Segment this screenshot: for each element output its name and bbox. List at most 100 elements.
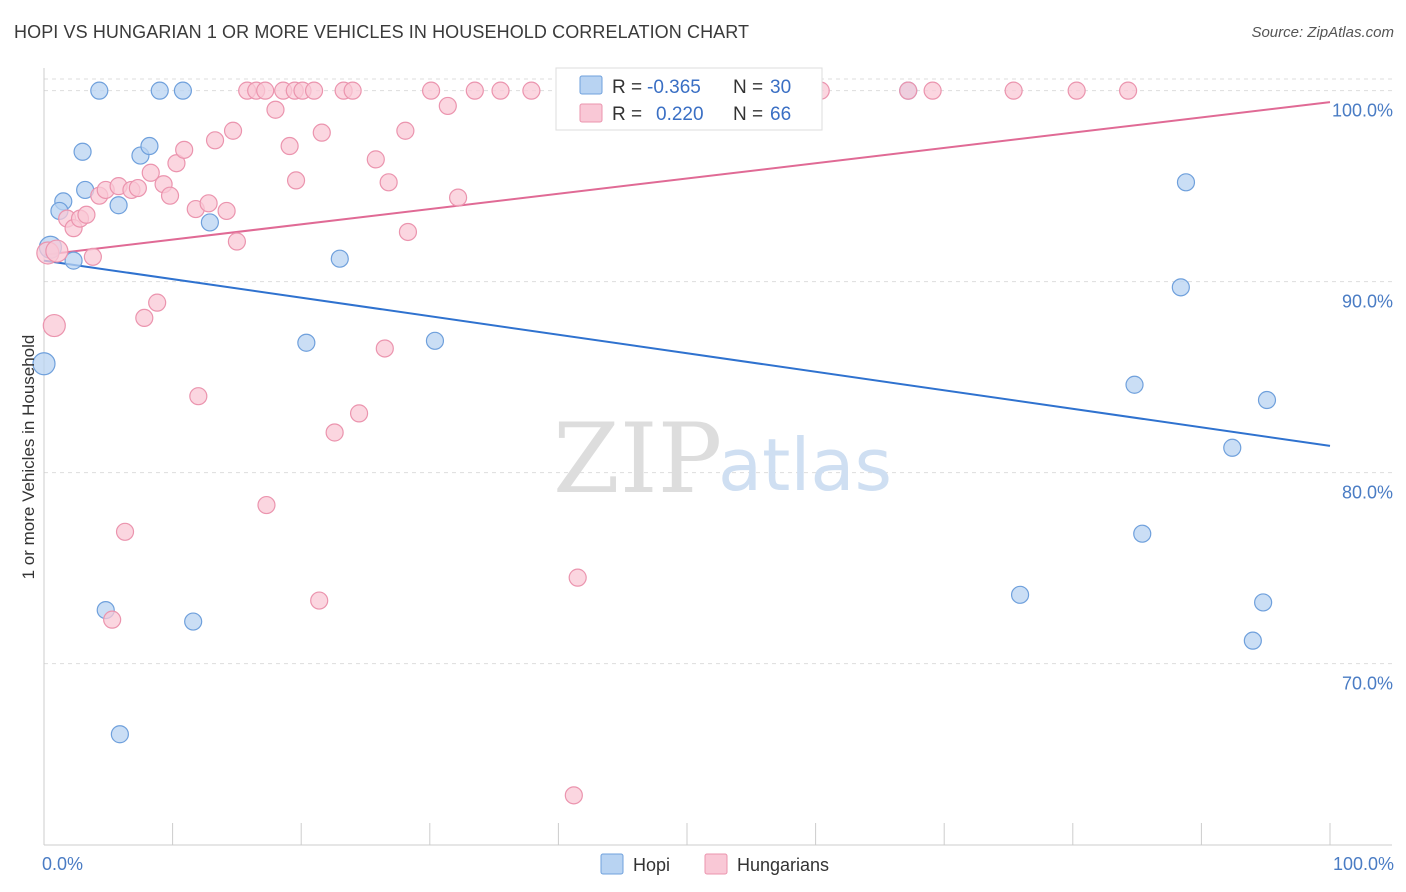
tick-labels: 70.0% 80.0% 90.0% 100.0% 0.0% 100.0% — [42, 101, 1394, 874]
point-hopi — [425, 331, 445, 350]
legend-n-label-hopi: N = — [733, 77, 763, 98]
point-hopi — [173, 81, 192, 100]
trendline-hopi — [43, 259, 1331, 447]
y-tick-label: 100.0% — [1332, 101, 1393, 121]
bottom-legend-swatch-hopi — [600, 853, 624, 875]
legend-r-value-hungarians: 0.220 — [656, 104, 704, 125]
point-hopi — [150, 81, 169, 100]
point-hungarians — [115, 522, 135, 541]
point-hungarians — [148, 293, 167, 312]
bottom-legend-swatch-hungarians — [704, 853, 728, 875]
trendlines — [43, 101, 1331, 447]
axes — [43, 68, 1392, 846]
point-hopi — [1254, 593, 1273, 612]
y-tick-label: 70.0% — [1342, 674, 1393, 694]
point-hopi — [140, 136, 159, 156]
point-hopi — [109, 196, 128, 215]
point-hungarians — [375, 339, 394, 358]
point-hopi — [297, 333, 316, 352]
point-hungarians — [448, 188, 468, 207]
point-hopi — [1257, 390, 1277, 410]
chart-title: HOPI VS HUNGARIAN 1 OR MORE VEHICLES IN … — [14, 22, 750, 42]
point-hungarians — [343, 81, 362, 100]
point-hungarians — [1004, 81, 1023, 100]
legend-swatch-hungarians — [579, 103, 603, 123]
point-hungarians — [522, 81, 541, 100]
point-hopi — [330, 249, 349, 268]
point-hopi — [1176, 173, 1196, 192]
point-hopi — [1223, 438, 1242, 457]
point-hungarians — [135, 308, 154, 328]
point-hungarians — [396, 121, 415, 140]
point-hungarians — [325, 423, 344, 442]
point-hopi — [184, 612, 203, 631]
point-hungarians — [256, 81, 275, 100]
point-hopi — [32, 352, 56, 376]
point-hungarians — [310, 591, 329, 610]
point-hungarians — [160, 186, 180, 205]
legend-n-value-hungarians: 66 — [770, 104, 791, 125]
point-hungarians — [1118, 81, 1138, 100]
trendline-hungarians — [43, 101, 1331, 256]
watermark-zip: ZIP — [553, 403, 722, 515]
point-hopi — [64, 251, 83, 270]
legend-r-label-hopi: R = — [612, 77, 642, 98]
legend-r-value-hopi: -0.365 — [647, 77, 701, 98]
point-hungarians — [379, 173, 398, 192]
legend-r-label-hungarians: R = — [612, 104, 642, 125]
point-hungarians — [312, 123, 331, 142]
legend-n-value-hopi: 30 — [770, 77, 791, 98]
legend-swatch-hopi — [579, 75, 603, 95]
bottom-legend-label-hopi: Hopi — [633, 855, 670, 875]
point-hungarians — [1067, 81, 1086, 100]
point-hungarians — [366, 150, 385, 169]
watermark-atlas: atlas — [718, 423, 892, 507]
bottom-legend-label-hungarians: Hungarians — [737, 855, 829, 875]
point-hungarians — [42, 313, 66, 338]
point-hungarians — [257, 495, 276, 515]
point-hungarians — [465, 81, 484, 100]
point-hungarians — [349, 404, 369, 423]
point-hungarians — [304, 81, 324, 100]
point-hopi — [1125, 375, 1144, 394]
point-hungarians — [227, 232, 246, 251]
point-hungarians — [128, 178, 147, 198]
point-hungarians — [175, 140, 194, 159]
point-hungarians — [568, 568, 587, 587]
point-hungarians — [223, 121, 243, 140]
point-hungarians — [141, 163, 160, 182]
point-hungarians — [286, 171, 306, 190]
point-hungarians — [217, 201, 236, 221]
point-hungarians — [923, 81, 942, 100]
gridlines — [44, 78, 1392, 665]
source-label: Source: ZipAtlas.com — [1251, 24, 1394, 41]
point-hungarians — [564, 786, 583, 805]
y-axis-label: 1 or more Vehicles in Household — [19, 335, 38, 580]
point-hungarians — [77, 205, 96, 224]
point-hungarians — [421, 81, 441, 100]
point-hungarians — [103, 610, 122, 629]
point-hungarians — [205, 131, 225, 150]
y-tick-label: 80.0% — [1342, 483, 1393, 503]
x-tick-label-min: 0.0% — [42, 854, 83, 874]
data-points — [32, 81, 1277, 805]
point-hopi — [73, 142, 92, 161]
legend: R = -0.365 N = 30 R = 0.220 N = 66 — [555, 67, 823, 131]
bottom-legend: Hopi Hungarians — [600, 853, 829, 875]
point-hopi — [90, 81, 109, 100]
point-hungarians — [280, 136, 299, 156]
point-hopi — [1010, 585, 1030, 604]
point-hopi — [1133, 524, 1152, 543]
x-tick-label-max: 100.0% — [1333, 854, 1394, 874]
point-hungarians — [199, 194, 218, 213]
point-hopi — [1243, 631, 1262, 650]
point-hungarians — [189, 387, 208, 406]
point-hopi — [110, 725, 129, 744]
point-hungarians — [266, 100, 285, 119]
point-hopi — [1171, 278, 1190, 297]
y-tick-label: 90.0% — [1342, 292, 1393, 312]
point-hungarians — [167, 154, 186, 173]
point-hungarians — [45, 239, 69, 263]
point-hungarians — [83, 247, 102, 266]
